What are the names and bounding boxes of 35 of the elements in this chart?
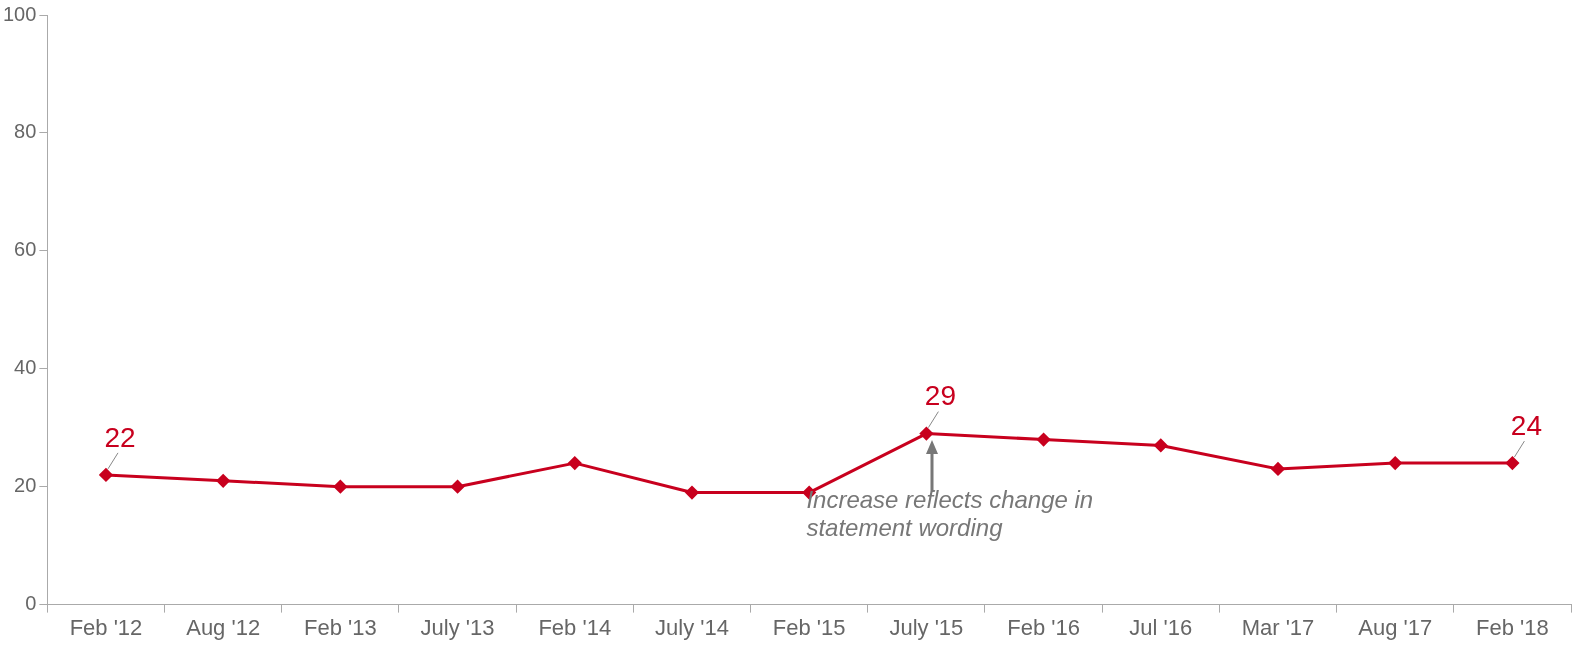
point (99, 468, 113, 482)
data-label: 24 (1510, 409, 1542, 441)
x-tick-label: Feb '13 (304, 614, 377, 640)
x-tick-label: Feb '14 (538, 614, 612, 640)
point (1388, 456, 1402, 470)
y-tick-label: 100 (2, 2, 37, 25)
point (568, 456, 582, 470)
point (919, 427, 933, 441)
point (333, 480, 347, 494)
data-label: 29 (924, 380, 956, 412)
y-tick-label: 60 (14, 238, 37, 261)
x-tick-label: Jul '16 (1129, 614, 1193, 640)
x-tick-label: Feb '18 (1476, 614, 1549, 640)
y-tick-label: 0 (25, 592, 37, 615)
point (1271, 462, 1285, 476)
point (451, 480, 465, 494)
x-tick-label: July '14 (655, 614, 729, 640)
y-tick-label: 20 (14, 474, 37, 497)
point (1505, 456, 1519, 470)
point (216, 474, 230, 488)
x-tick-label: Mar '17 (1241, 614, 1315, 640)
x-tick-label: Feb '16 (1007, 614, 1080, 640)
x-tick-label: Aug '12 (186, 614, 261, 640)
point (1154, 438, 1168, 452)
x-tick-label: Feb '15 (772, 614, 846, 640)
data-label: 22 (104, 421, 136, 453)
annotation: Increase reflects change in statement wording (806, 486, 1094, 542)
y-tick-label: 80 (14, 120, 37, 143)
x-tick-label: July '15 (889, 614, 964, 640)
point (1037, 433, 1051, 447)
x-tick-label: July '13 (420, 614, 495, 640)
x-tick-label: Feb '12 (69, 614, 143, 640)
x-tick-label: Aug '17 (1358, 614, 1433, 640)
y-tick-label: 40 (14, 356, 37, 379)
point (685, 486, 699, 500)
